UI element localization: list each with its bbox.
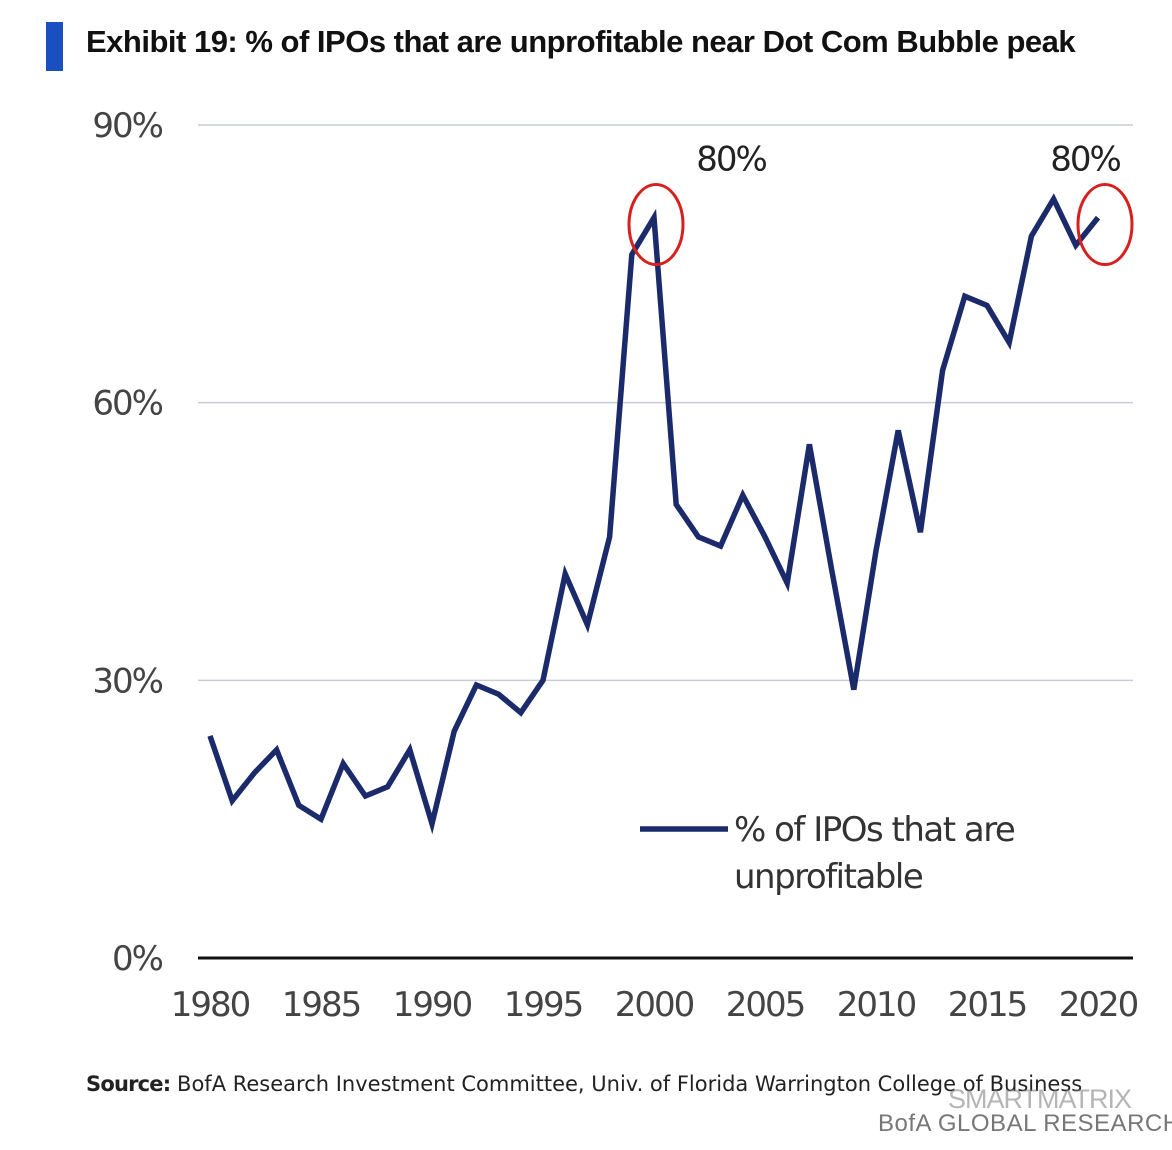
annotation-label: 80%: [696, 140, 766, 180]
page-title: Exhibit 19: % of IPOs that are unprofita…: [86, 24, 1076, 59]
highlight-circle: [627, 183, 685, 267]
highlight-circle: [1076, 183, 1134, 267]
legend-label: % of IPOs that are: [734, 810, 1015, 850]
x-tick-label: 2020: [1059, 985, 1138, 1025]
title-accent-bar: [46, 22, 63, 71]
annotation-label: 80%: [1050, 140, 1120, 180]
series-group: [207, 193, 1101, 835]
y-axis-ticks: 0% 30% 60% 90%: [92, 106, 164, 979]
x-axis-ticks: 1980 1985 1990 1995 2000 2005 2010 2015 2020: [171, 985, 1140, 1025]
x-tick-label: 1985: [282, 985, 361, 1025]
y-tick-label: 0%: [112, 939, 163, 979]
y-tick-label: 60%: [92, 384, 162, 424]
watermark: SMARTMATRIX: [948, 1084, 1132, 1114]
annotations-group: 80% 80%: [627, 140, 1134, 267]
x-tick-label: 2010: [837, 985, 916, 1025]
legend-label: unprofitable: [734, 857, 923, 897]
source-text: BofA Research Investment Committee, Univ…: [177, 1072, 1083, 1096]
source-note: Source: BofA Research Investment Committ…: [86, 1072, 1082, 1096]
series-line: [207, 193, 1101, 835]
x-tick-label: 1990: [393, 985, 472, 1025]
footer-brand: BofA GLOBAL RESEARCH: [878, 1110, 1172, 1137]
x-tick-label: 2015: [948, 985, 1027, 1025]
x-tick-label: 1995: [504, 985, 583, 1025]
x-tick-label: 2005: [726, 985, 805, 1025]
x-tick-label: 1980: [171, 985, 250, 1025]
y-tick-label: 30%: [92, 661, 162, 701]
x-tick-label: 2000: [615, 985, 694, 1025]
legend: % of IPOs that are unprofitable: [640, 810, 1016, 897]
y-tick-label: 90%: [92, 106, 162, 146]
gridlines: [198, 124, 1133, 682]
source-label: Source:: [86, 1072, 171, 1096]
